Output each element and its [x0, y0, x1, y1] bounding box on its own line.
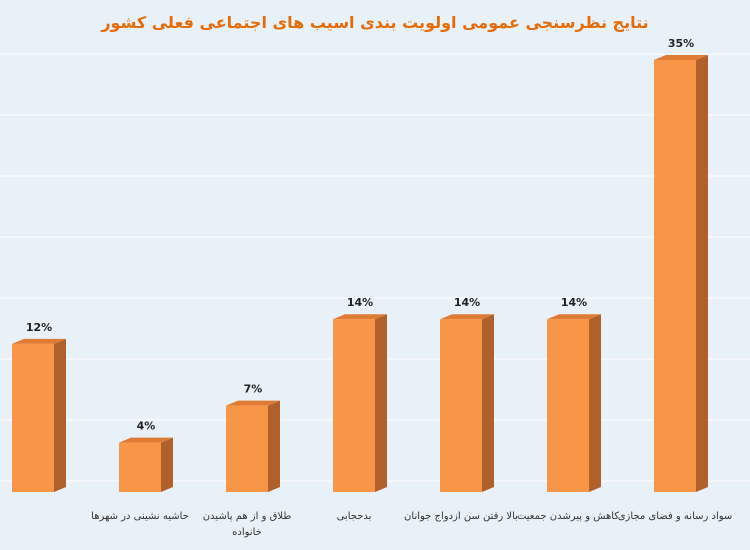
bar: [654, 55, 708, 492]
chart-title: نتایج نظرسنجی عمومی اولویت بندی اسیب های…: [100, 13, 648, 32]
bar-top: [12, 338, 66, 344]
data-label: 12%: [26, 321, 52, 334]
data-label: 7%: [244, 383, 263, 396]
bar-top: [333, 314, 387, 320]
bar-side: [54, 338, 66, 492]
bar: [226, 400, 280, 492]
bar-top: [440, 314, 494, 320]
category-label: خانواده: [232, 527, 262, 538]
data-label: 14%: [347, 296, 373, 309]
category-label: حاشیه نشینی در شهرها: [91, 511, 189, 522]
bar-side: [268, 400, 280, 492]
bar: [119, 437, 173, 492]
bar-side: [696, 55, 708, 492]
category-label: بالا رفتن سن ازدواج جوانان: [404, 511, 518, 522]
category-label: طلاق و از هم پاشیدن: [203, 511, 292, 522]
bar-top: [226, 400, 280, 406]
bar-side: [589, 314, 601, 492]
bar-front: [654, 60, 696, 492]
bar-side: [161, 437, 173, 492]
data-label: 35%: [668, 37, 694, 50]
bar: [333, 314, 387, 492]
bar-front: [440, 319, 482, 492]
data-label: 14%: [561, 296, 587, 309]
bar-side: [482, 314, 494, 492]
bar-top: [547, 314, 601, 320]
bar-front: [12, 343, 54, 492]
bar-front: [119, 442, 161, 492]
bar-front: [547, 319, 589, 492]
bar-side: [375, 314, 387, 492]
bar: [12, 338, 66, 492]
bar: [547, 314, 601, 492]
category-labels: جمع ملیقی موادمخدرحاشیه نشینی در شهرهاطل…: [91, 511, 733, 538]
bar-front: [333, 319, 375, 492]
data-labels: 12% 4% 7% 14% 14% 14% 35%: [26, 37, 694, 433]
category-label: بدحجابی: [337, 511, 372, 522]
category-label: کاهش و پیرشدن جمعیت: [517, 511, 619, 522]
data-label: 14%: [454, 296, 480, 309]
bar: [440, 314, 494, 492]
bar-front: [226, 405, 268, 492]
bar-top: [119, 437, 173, 443]
category-label: سواد رسانه و فضای مجازی: [618, 511, 733, 522]
data-label: 4%: [137, 420, 156, 433]
bars: [12, 55, 708, 492]
bar-top: [654, 55, 708, 60]
